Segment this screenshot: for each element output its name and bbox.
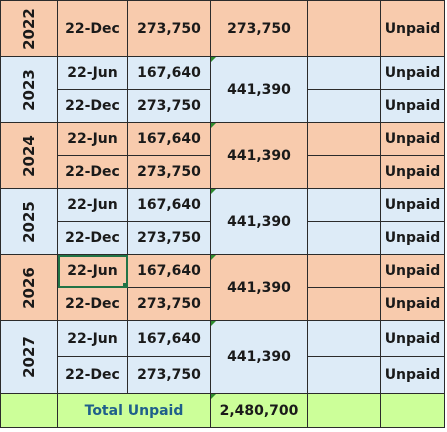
fill-handle[interactable] [123, 283, 127, 287]
empty-cell[interactable] [307, 56, 381, 90]
table-row: 22-Dec 273,750 Unpaid [1, 287, 445, 321]
year-cell[interactable]: 2027 [0, 320, 58, 394]
amount-cell[interactable]: 167,640 [127, 188, 211, 222]
empty-cell[interactable] [307, 122, 381, 156]
amount-cell[interactable]: 167,640 [127, 254, 211, 288]
status-cell[interactable]: Unpaid [380, 0, 445, 57]
table-row: 22-Dec 273,750 Unpaid [1, 356, 445, 394]
amount-cell[interactable]: 167,640 [127, 122, 211, 156]
year-label: 2027 [20, 336, 38, 378]
comment-indicator-icon [211, 123, 216, 128]
amount-cell[interactable]: 273,750 [127, 287, 211, 321]
subtotal-value: 441,390 [227, 349, 291, 365]
date-cell[interactable]: 22-Jun [57, 122, 128, 156]
year-cell[interactable]: 2023 [0, 56, 58, 123]
empty-cell[interactable] [307, 393, 381, 428]
empty-cell[interactable] [307, 320, 381, 357]
comment-indicator-icon [211, 57, 216, 62]
subtotal-cell[interactable]: 441,390 [210, 254, 308, 321]
year-label: 2024 [20, 134, 38, 177]
amount-cell[interactable]: 167,640 [127, 320, 211, 357]
subtotal-value: 441,390 [227, 147, 291, 164]
date-cell[interactable]: 22-Dec [57, 356, 128, 394]
subtotal-cell[interactable]: 441,390 [210, 188, 308, 255]
table-row: 22-Dec 273,750 Unpaid [1, 89, 445, 123]
table-row: 2024 22-Jun 167,640 441,390 Unpaid [0, 122, 445, 189]
status-cell[interactable]: Unpaid [380, 254, 445, 288]
status-cell[interactable]: Unpaid [380, 287, 445, 321]
empty-cell[interactable] [307, 155, 381, 189]
table-row: 2023 22-Jun 167,640 441,390 Unpaid [0, 56, 445, 123]
amount-cell[interactable]: 273,750 [127, 155, 211, 189]
subtotal-cell[interactable]: 441,390 [210, 56, 308, 123]
year-cell[interactable]: 2026 [0, 254, 58, 321]
total-row: Total Unpaid 2,480,700 [0, 393, 445, 428]
status-cell[interactable]: Unpaid [380, 89, 445, 123]
empty-cell[interactable] [307, 188, 381, 222]
subtotal-value: 441,390 [227, 81, 291, 98]
date-cell[interactable]: 22-Dec [57, 89, 128, 123]
date-cell[interactable]: 22-Jun [57, 188, 128, 222]
empty-cell[interactable] [380, 393, 445, 428]
subtotal-cell[interactable]: 273,750 [210, 0, 308, 57]
total-amount: 2,480,700 [219, 402, 299, 419]
empty-cell[interactable] [307, 89, 381, 123]
status-cell[interactable]: Unpaid [380, 320, 445, 357]
amount-cell[interactable]: 273,750 [127, 356, 211, 394]
date-cell[interactable]: 22-Dec [57, 155, 128, 189]
selected-date-cell[interactable]: 22-Jun [57, 254, 128, 288]
amount-cell[interactable]: 273,750 [127, 89, 211, 123]
table-row: 2027 22-Jun 167,640 441,390 Unpaid [0, 320, 445, 394]
empty-cell[interactable] [0, 393, 58, 428]
total-value[interactable]: 2,480,700 [210, 393, 308, 428]
subtotal-value: 441,390 [227, 279, 291, 296]
date-cell[interactable]: 22-Dec [57, 0, 128, 57]
date-cell[interactable]: 22-Dec [57, 287, 128, 321]
total-label[interactable]: Total Unpaid [57, 393, 211, 428]
status-cell[interactable]: Unpaid [380, 221, 445, 255]
year-label: 2023 [20, 68, 38, 111]
empty-cell[interactable] [307, 254, 381, 288]
status-cell[interactable]: Unpaid [380, 188, 445, 222]
table-row: 22-Dec 273,750 Unpaid [1, 155, 445, 189]
amount-cell[interactable]: 273,750 [127, 0, 211, 57]
table-row: 2025 22-Jun 167,640 441,390 Unpaid [0, 188, 445, 255]
status-cell[interactable]: Unpaid [380, 56, 445, 90]
empty-cell[interactable] [307, 221, 381, 255]
subtotal-value: 441,390 [227, 213, 291, 230]
empty-cell[interactable] [307, 0, 381, 57]
comment-indicator-icon [211, 255, 216, 260]
table-row: 2022 22-Dec 273,750 273,750 Unpaid [0, 0, 445, 57]
date-value: 22-Jun [67, 263, 118, 279]
empty-cell[interactable] [307, 287, 381, 321]
status-cell[interactable]: Unpaid [380, 122, 445, 156]
status-cell[interactable]: Unpaid [380, 356, 445, 394]
date-cell[interactable]: 22-Jun [57, 320, 128, 357]
year-label: 2026 [20, 266, 38, 309]
amount-cell[interactable]: 167,640 [127, 56, 211, 90]
empty-cell[interactable] [307, 356, 381, 394]
date-cell[interactable]: 22-Dec [57, 221, 128, 255]
subtotal-cell[interactable]: 441,390 [210, 122, 308, 189]
year-cell[interactable]: 2025 [0, 188, 58, 255]
status-cell[interactable]: Unpaid [380, 155, 445, 189]
comment-indicator-icon [211, 189, 216, 194]
comment-indicator-icon [211, 321, 216, 326]
amount-cell[interactable]: 273,750 [127, 221, 211, 255]
year-cell[interactable]: 2022 [0, 0, 58, 57]
year-cell[interactable]: 2024 [0, 122, 58, 189]
year-label: 2025 [20, 200, 38, 243]
date-cell[interactable]: 22-Jun [57, 56, 128, 90]
table-row: 22-Dec 273,750 Unpaid [1, 221, 445, 255]
comment-indicator-icon [211, 394, 216, 399]
table-row: 2026 22-Jun 167,640 441,390 Unpaid [0, 254, 445, 321]
subtotal-cell[interactable]: 441,390 [210, 320, 308, 394]
year-label: 2022 [20, 7, 38, 50]
